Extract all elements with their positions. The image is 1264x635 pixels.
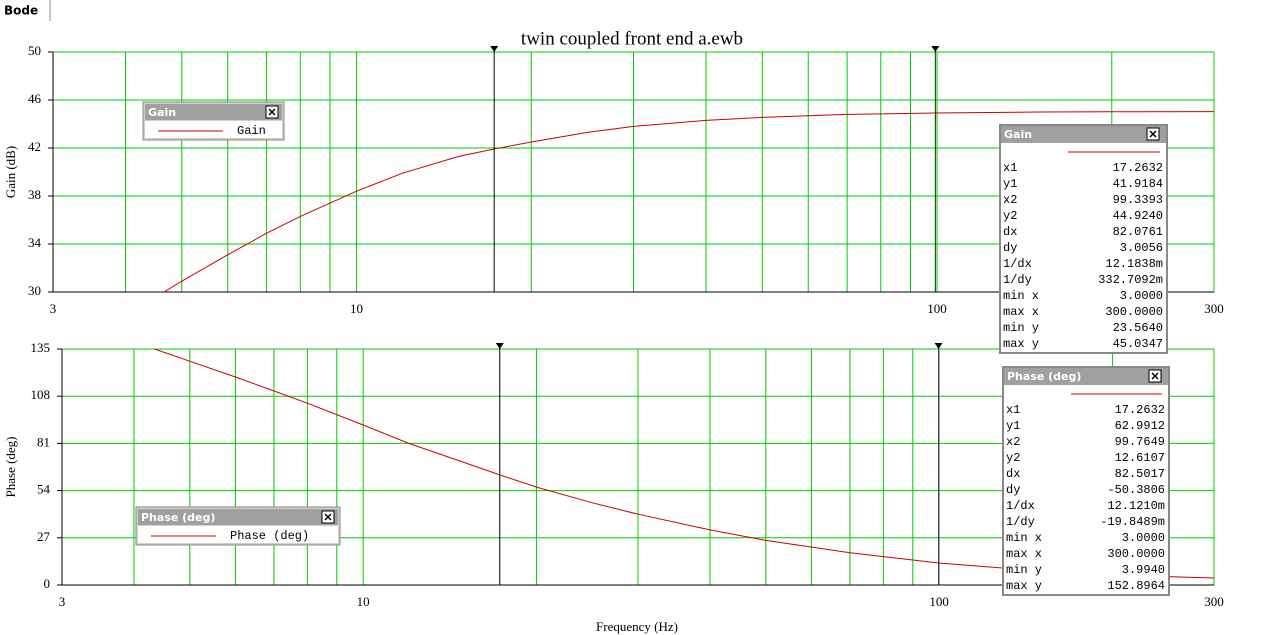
panel-value: 99.7649 bbox=[1115, 435, 1165, 449]
close-icon bbox=[324, 513, 332, 521]
x-tick-label: 3 bbox=[59, 594, 66, 609]
cursor-handle[interactable] bbox=[495, 343, 504, 349]
x-tick-label: 100 bbox=[927, 301, 947, 316]
panel-value: 152.8964 bbox=[1107, 579, 1165, 593]
panel-label: dy bbox=[1006, 483, 1020, 497]
panel-value: 3.0000 bbox=[1122, 531, 1165, 545]
cursor-handle[interactable] bbox=[931, 46, 940, 52]
close-icon bbox=[1151, 372, 1159, 380]
y-tick-label: 81 bbox=[37, 434, 50, 449]
y-tick-label: 34 bbox=[28, 235, 42, 250]
panel-value: 99.3393 bbox=[1113, 193, 1163, 207]
y-tick-label: 38 bbox=[28, 187, 41, 202]
tab-label[interactable]: Bode bbox=[4, 4, 38, 18]
panel-value: 12.1838m bbox=[1105, 257, 1163, 271]
panel-label: min y bbox=[1006, 563, 1042, 577]
panel-value: 44.9240 bbox=[1113, 209, 1163, 223]
y-tick-label: 46 bbox=[28, 91, 42, 106]
panel-label: 1/dx bbox=[1006, 499, 1035, 513]
panel-value: 17.2632 bbox=[1113, 161, 1163, 175]
panel-value: 62.9912 bbox=[1115, 419, 1165, 433]
panel-title: Gain bbox=[1004, 128, 1032, 141]
panel-header bbox=[1001, 126, 1166, 143]
panel-label: x2 bbox=[1003, 193, 1017, 207]
legend-header bbox=[138, 509, 338, 525]
panel-value: 300.0000 bbox=[1105, 305, 1163, 319]
legend-label: Gain bbox=[237, 124, 266, 138]
close-icon bbox=[268, 108, 276, 116]
panel-value: 3.0000 bbox=[1120, 289, 1163, 303]
panel-label: max y bbox=[1006, 579, 1042, 593]
close-icon bbox=[1149, 130, 1157, 138]
x-tick-label: 300 bbox=[1204, 301, 1224, 316]
panel-value: -50.3806 bbox=[1107, 483, 1165, 497]
panel-label: min x bbox=[1006, 531, 1042, 545]
panel-value: 332.7092m bbox=[1098, 273, 1163, 287]
panel-label: dy bbox=[1003, 241, 1017, 255]
panel-value: 41.9184 bbox=[1113, 177, 1163, 191]
panel-label: min x bbox=[1003, 289, 1039, 303]
panel-header bbox=[1004, 368, 1168, 385]
panel-label: max x bbox=[1006, 547, 1042, 561]
panel-value: 82.5017 bbox=[1115, 467, 1165, 481]
panel-value: 3.0056 bbox=[1120, 241, 1163, 255]
panel-label: 1/dx bbox=[1003, 257, 1032, 271]
y-tick-label: 27 bbox=[37, 529, 51, 544]
panel-label: min y bbox=[1003, 321, 1039, 335]
y-tick-label: 42 bbox=[28, 139, 41, 154]
panel-box bbox=[1002, 366, 1170, 596]
panel-value: 3.9940 bbox=[1122, 563, 1165, 577]
legend-label: Phase (deg) bbox=[230, 529, 309, 543]
legend-body bbox=[138, 526, 338, 543]
x-tick-label: 300 bbox=[1204, 594, 1224, 609]
panel-label: dx bbox=[1003, 225, 1017, 239]
y-tick-label: 30 bbox=[28, 283, 41, 298]
panel-box bbox=[999, 124, 1168, 354]
panel-value: -19.8489m bbox=[1100, 515, 1165, 529]
y-tick-label: 54 bbox=[37, 482, 51, 497]
y-tick-label: 108 bbox=[31, 387, 51, 402]
y-axis-label: Gain (dB) bbox=[3, 146, 18, 198]
legend-header bbox=[145, 104, 282, 120]
y-axis-label: Phase (deg) bbox=[3, 436, 18, 497]
cursor-handle[interactable] bbox=[490, 46, 499, 52]
x-tick-label: 10 bbox=[350, 301, 363, 316]
panel-label: max x bbox=[1003, 305, 1039, 319]
legend-body bbox=[145, 121, 282, 138]
panel-label: x1 bbox=[1003, 161, 1017, 175]
x-axis-label: Frequency (Hz) bbox=[596, 619, 678, 634]
panel-label: 1/dy bbox=[1003, 273, 1032, 287]
y-tick-label: 50 bbox=[28, 43, 41, 58]
legend-title: Phase (deg) bbox=[141, 511, 215, 524]
panel-value: 82.0761 bbox=[1113, 225, 1163, 239]
panel-value: 12.1210m bbox=[1107, 499, 1165, 513]
y-tick-label: 0 bbox=[44, 576, 51, 591]
y-tick-label: 135 bbox=[31, 340, 51, 355]
panel-label: y1 bbox=[1006, 419, 1020, 433]
panel-label: max y bbox=[1003, 337, 1039, 351]
panel-title: Phase (deg) bbox=[1007, 370, 1081, 383]
panel-label: x2 bbox=[1006, 435, 1020, 449]
panel-value: 300.0000 bbox=[1107, 547, 1165, 561]
x-tick-label: 10 bbox=[357, 594, 370, 609]
panel-value: 23.5640 bbox=[1113, 321, 1163, 335]
panel-label: dx bbox=[1006, 467, 1020, 481]
panel-label: x1 bbox=[1006, 403, 1020, 417]
x-tick-label: 100 bbox=[929, 594, 949, 609]
panel-label: y1 bbox=[1003, 177, 1017, 191]
cursor-handle[interactable] bbox=[934, 343, 943, 349]
chart-title: twin coupled front end a.ewb bbox=[521, 28, 743, 49]
panel-label: y2 bbox=[1003, 209, 1017, 223]
panel-value: 12.6107 bbox=[1115, 451, 1165, 465]
panel-value: 45.0347 bbox=[1113, 337, 1163, 351]
legend-title: Gain bbox=[148, 106, 176, 119]
panel-label: y2 bbox=[1006, 451, 1020, 465]
panel-value: 17.2632 bbox=[1115, 403, 1165, 417]
panel-label: 1/dy bbox=[1006, 515, 1035, 529]
x-tick-label: 3 bbox=[50, 301, 57, 316]
